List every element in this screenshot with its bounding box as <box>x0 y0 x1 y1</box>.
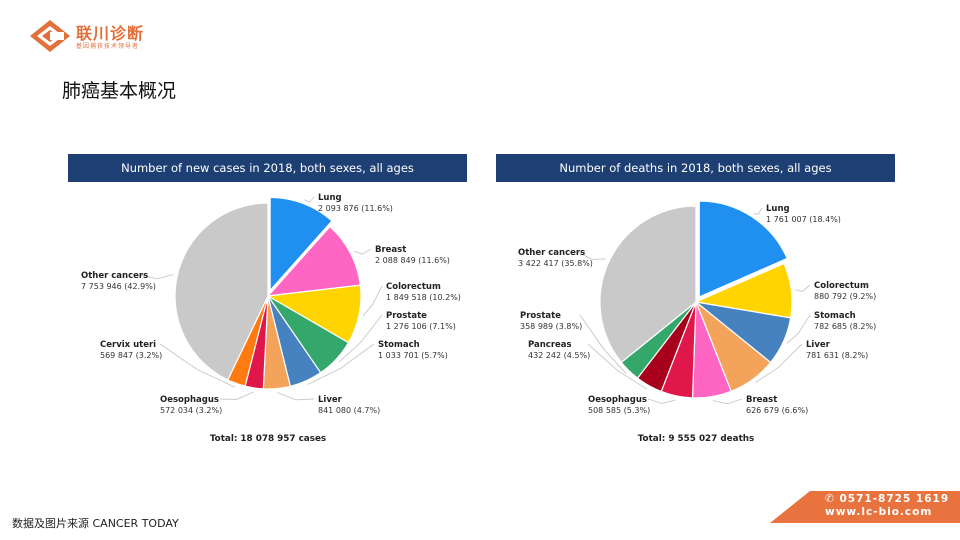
slice-value-colorectum: 880 792 (9.2%) <box>814 292 876 301</box>
phone-number: 0571-8725 1619 <box>839 493 950 505</box>
phone-icon: ✆ <box>825 493 840 505</box>
leader-line-colorectum <box>362 285 383 316</box>
slice-value-breast: 2 088 849 (11.6%) <box>375 256 450 265</box>
leader-line-oesophagus <box>219 391 254 400</box>
slice-value-cervix-uteri: 569 847 (3.2%) <box>100 351 162 360</box>
brand-tagline: 基因捕获技术领导者 <box>76 43 140 50</box>
slice-value-other-cancers: 7 753 946 (42.9%) <box>81 282 156 291</box>
pie-slice-other-cancers <box>599 205 697 364</box>
leader-line-prostate <box>579 314 627 374</box>
slice-value-oesophagus: 572 034 (3.2%) <box>160 406 222 415</box>
slice-label-other-cancers: Other cancers <box>81 271 148 281</box>
slice-label-stomach: Stomach <box>378 340 420 350</box>
contact-phone: ✆ 0571-8725 1619 <box>825 493 949 506</box>
pie-slice-other-cancers <box>174 202 269 381</box>
source-note: 数据及图片来源 CANCER TODAY <box>12 517 179 530</box>
leader-line-prostate <box>338 314 383 363</box>
pie-slice-lung <box>269 196 333 292</box>
company-logo: 联川诊断 基因捕获技术领导者 <box>28 18 168 54</box>
slice-label-other-cancers: Other cancers <box>518 248 585 258</box>
slice-value-lung: 1 761 007 (18.4%) <box>766 215 841 224</box>
slice-value-breast: 626 679 (6.6%) <box>746 406 808 415</box>
slice-value-pancreas: 432 242 (4.5%) <box>528 351 590 360</box>
slice-label-oesophagus: Oesophagus <box>588 395 647 405</box>
contact-banner: ✆ 0571-8725 1619 www.lc-bio.com <box>770 491 960 523</box>
slice-label-prostate: Prostate <box>386 311 427 321</box>
slice-value-prostate: 358 989 (3.8%) <box>520 322 582 331</box>
slice-label-oesophagus: Oesophagus <box>160 395 219 405</box>
leader-line-cervix-uteri <box>159 343 236 388</box>
slice-label-cervix-uteri: Cervix uteri <box>100 340 156 350</box>
pie-slice-lung <box>698 200 789 298</box>
slice-value-lung: 2 093 876 (11.6%) <box>318 204 393 213</box>
page-title: 肺癌基本概况 <box>62 80 177 102</box>
slice-label-liver: Liver <box>806 340 831 350</box>
brand-name: 联川诊断 <box>76 24 145 43</box>
leader-line-breast <box>353 248 372 255</box>
slice-label-colorectum: Colorectum <box>386 282 441 292</box>
pie-slice-breast <box>266 225 362 297</box>
contact-website[interactable]: www.lc-bio.com <box>825 506 933 518</box>
slice-value-stomach: 1 033 701 (5.7%) <box>378 351 448 360</box>
new-cases-chart-title: Number of new cases in 2018, both sexes,… <box>68 154 467 182</box>
slice-value-liver: 841 080 (4.7%) <box>318 406 380 415</box>
logo-mark-icon <box>30 20 70 52</box>
slice-label-breast: Breast <box>375 245 406 255</box>
slice-value-oesophagus: 508 585 (5.3%) <box>588 406 650 415</box>
deaths-chart-title: Number of deaths in 2018, both sexes, al… <box>496 154 895 182</box>
leader-line-colorectum <box>795 284 811 292</box>
slice-label-stomach: Stomach <box>814 311 856 321</box>
leader-line-other-cancers <box>140 274 174 280</box>
slice-label-prostate: Prostate <box>520 311 561 321</box>
slice-value-prostate: 1 276 106 (7.1%) <box>386 322 456 331</box>
chart-total-label: Total: 18 078 957 cases <box>210 434 326 444</box>
slice-label-breast: Breast <box>746 395 777 405</box>
slice-label-pancreas: Pancreas <box>528 340 572 350</box>
leader-line-stomach <box>307 343 375 385</box>
slice-label-liver: Liver <box>318 395 343 405</box>
slice-value-colorectum: 1 849 518 (10.2%) <box>386 293 461 302</box>
leader-line-liver <box>277 392 315 401</box>
leader-line-liver <box>754 343 803 384</box>
new-cases-chart-panel: Number of new cases in 2018, both sexes,… <box>68 154 467 454</box>
leader-line-other-cancers <box>577 251 606 260</box>
slice-label-colorectum: Colorectum <box>814 281 869 291</box>
leader-line-stomach <box>786 314 811 344</box>
chart-total-label: Total: 9 555 027 deaths <box>638 434 755 444</box>
leader-line-oesophagus <box>647 398 676 404</box>
slice-label-lung: Lung <box>766 204 790 214</box>
slice-label-lung: Lung <box>318 193 342 203</box>
banner-background <box>770 491 960 523</box>
leader-line-pancreas <box>587 343 648 390</box>
deaths-chart-panel: Number of deaths in 2018, both sexes, al… <box>496 154 895 454</box>
slice-value-liver: 781 631 (8.2%) <box>806 351 868 360</box>
leader-line-breast <box>712 398 743 405</box>
leader-line-lung <box>753 207 763 216</box>
slice-value-stomach: 782 685 (8.2%) <box>814 322 876 331</box>
leader-line-lung <box>304 196 315 203</box>
slice-value-other-cancers: 3 422 417 (35.8%) <box>518 259 593 268</box>
